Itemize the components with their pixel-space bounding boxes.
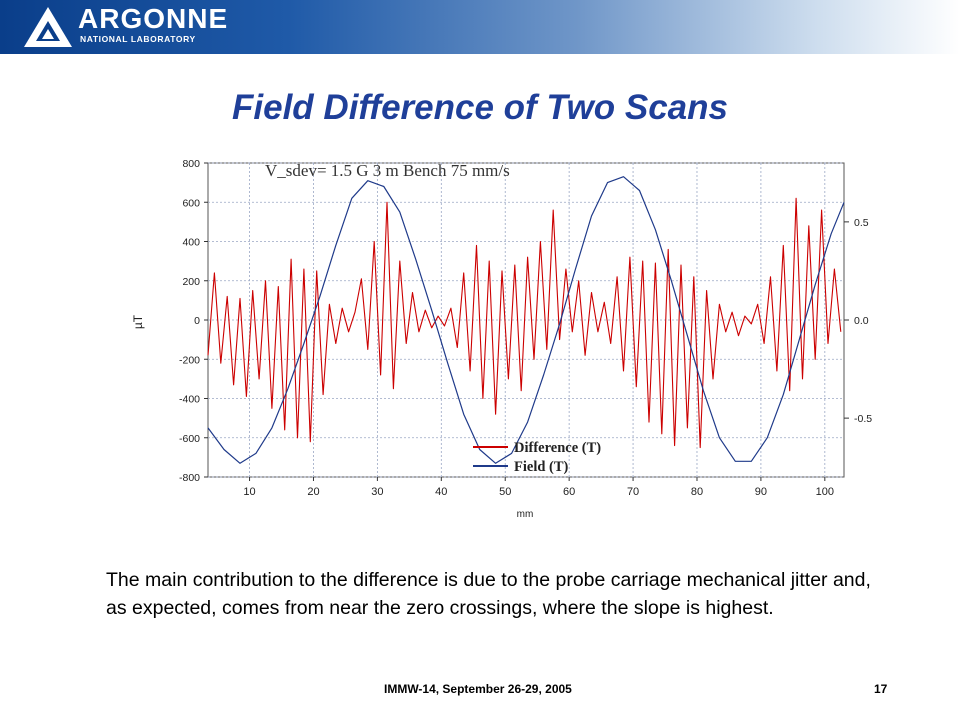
y2-tick-label: 0.5 xyxy=(854,217,869,229)
x-axis-label: mm xyxy=(517,509,534,520)
y-tick-label: -200 xyxy=(179,354,200,366)
chart-title: V_sdev= 1.5 G 3 m Bench 75 mm/s xyxy=(265,161,510,180)
slide-title: Field Difference of Two Scans xyxy=(232,88,728,127)
field-series-line xyxy=(207,176,845,464)
argonne-a-logo-icon xyxy=(24,7,72,47)
y-tick-label: -800 xyxy=(179,472,200,484)
y-tick-label: 600 xyxy=(182,197,200,209)
y-tick-label: -400 xyxy=(179,394,200,406)
x-tick-label: 50 xyxy=(499,486,511,498)
x-tick-label: 90 xyxy=(755,486,767,498)
y2-tick-label: 0.0 xyxy=(854,315,869,327)
legend-label-field: Field (T) xyxy=(514,459,569,475)
header-bar: ARGONNE NATIONAL LABORATORY xyxy=(0,0,960,54)
x-tick-label: 100 xyxy=(816,486,834,498)
x-tick-label: 70 xyxy=(627,486,639,498)
y-axis-label: µT xyxy=(131,314,145,329)
difference-series-line xyxy=(207,197,842,449)
y-tick-label: 400 xyxy=(182,237,200,249)
logo-text: ARGONNE xyxy=(78,3,229,34)
y2-tick-label: -0.5 xyxy=(854,413,872,425)
y-tick-label: 800 xyxy=(182,158,200,170)
x-tick-label: 80 xyxy=(691,486,703,498)
legend: Difference (T) Field (T) xyxy=(473,440,601,475)
field-difference-chart: 10 20 30 40 50 60 70 80 90 100 -800 -600 -400 -200 0 20… xyxy=(131,158,872,520)
logo-subtext: NATIONAL LABORATORY xyxy=(80,34,196,44)
x-tick-label: 40 xyxy=(435,486,447,498)
x-tick-label: 30 xyxy=(371,486,383,498)
argonne-logo: ARGONNE NATIONAL LABORATORY xyxy=(22,3,242,49)
footer: IMMW-14, September 26-29, 2005 17 xyxy=(0,682,960,702)
x-tick-label: 20 xyxy=(307,486,319,498)
legend-label-difference: Difference (T) xyxy=(514,440,601,456)
axes: 10 20 30 40 50 60 70 80 90 100 -800 -600 -400 -200 0 20… xyxy=(179,158,872,498)
footer-conference: IMMW-14, September 26-29, 2005 xyxy=(384,682,572,696)
y-tick-label: 200 xyxy=(182,276,200,288)
slide-caption: The main contribution to the difference … xyxy=(106,569,871,619)
y-tick-label: -600 xyxy=(179,433,200,445)
series xyxy=(207,176,845,464)
x-tick-label: 10 xyxy=(243,486,255,498)
footer-page-number: 17 xyxy=(874,682,888,696)
y-tick-label: 0 xyxy=(194,315,200,327)
x-tick-label: 60 xyxy=(563,486,575,498)
